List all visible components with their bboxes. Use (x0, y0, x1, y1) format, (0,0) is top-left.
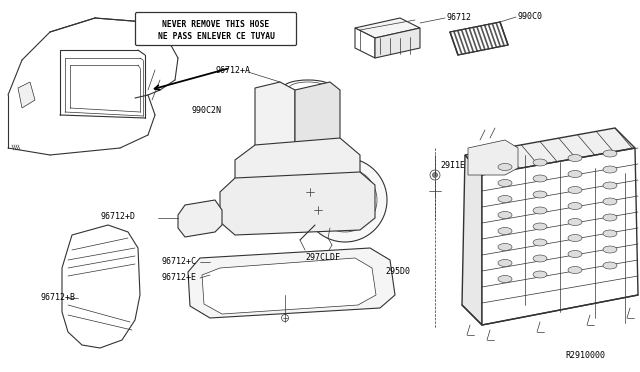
Polygon shape (178, 200, 222, 237)
Ellipse shape (568, 218, 582, 225)
Circle shape (623, 145, 633, 155)
Ellipse shape (603, 166, 617, 173)
Text: 96712: 96712 (447, 13, 472, 22)
Ellipse shape (568, 170, 582, 177)
Ellipse shape (533, 207, 547, 214)
Text: NE PASS ENLEVER CE TUYAU: NE PASS ENLEVER CE TUYAU (157, 32, 275, 41)
Text: 295D0: 295D0 (385, 267, 410, 276)
Circle shape (479, 149, 491, 161)
Ellipse shape (498, 164, 512, 170)
Ellipse shape (498, 180, 512, 186)
Circle shape (282, 314, 289, 321)
Polygon shape (482, 148, 638, 325)
Circle shape (194, 212, 206, 224)
Polygon shape (255, 82, 295, 158)
Ellipse shape (603, 150, 617, 157)
Polygon shape (295, 82, 340, 150)
Polygon shape (62, 225, 140, 348)
Ellipse shape (568, 234, 582, 241)
Circle shape (496, 148, 504, 156)
Ellipse shape (603, 262, 617, 269)
Ellipse shape (533, 175, 547, 182)
Ellipse shape (498, 212, 512, 218)
Circle shape (193, 299, 203, 309)
Ellipse shape (603, 230, 617, 237)
Polygon shape (18, 82, 35, 108)
Circle shape (315, 207, 321, 213)
Text: 96712+C: 96712+C (162, 257, 197, 266)
Ellipse shape (603, 198, 617, 205)
Circle shape (193, 267, 203, 277)
Text: 96712+E: 96712+E (162, 273, 197, 282)
Polygon shape (375, 28, 420, 58)
Circle shape (307, 189, 313, 195)
Text: 990C0: 990C0 (518, 12, 543, 20)
Ellipse shape (533, 271, 547, 278)
Circle shape (313, 168, 377, 232)
Circle shape (377, 257, 387, 267)
Ellipse shape (533, 239, 547, 246)
Text: 29I1E: 29I1E (440, 160, 465, 170)
Ellipse shape (498, 260, 512, 266)
Polygon shape (450, 22, 508, 55)
Polygon shape (355, 28, 375, 58)
Ellipse shape (533, 191, 547, 198)
Polygon shape (202, 258, 376, 314)
Ellipse shape (533, 159, 547, 166)
Ellipse shape (568, 186, 582, 193)
Text: 990C2N: 990C2N (192, 106, 222, 115)
Text: R2910000: R2910000 (565, 350, 605, 359)
Text: 96712+D: 96712+D (100, 212, 135, 221)
Ellipse shape (568, 154, 582, 161)
Circle shape (430, 170, 440, 180)
Polygon shape (468, 140, 518, 175)
Ellipse shape (498, 196, 512, 202)
Circle shape (377, 290, 387, 300)
Text: NEVER REMOVE THIS HOSE: NEVER REMOVE THIS HOSE (163, 19, 269, 29)
Ellipse shape (603, 214, 617, 221)
Circle shape (627, 285, 637, 295)
Circle shape (433, 173, 438, 177)
Ellipse shape (568, 266, 582, 273)
Polygon shape (235, 138, 360, 200)
Polygon shape (220, 172, 375, 235)
Polygon shape (188, 248, 395, 318)
Circle shape (465, 300, 475, 310)
Ellipse shape (603, 182, 617, 189)
Ellipse shape (533, 255, 547, 262)
Circle shape (465, 170, 475, 180)
Circle shape (303, 158, 387, 242)
Ellipse shape (498, 228, 512, 234)
Polygon shape (465, 128, 635, 175)
Text: 96712+B: 96712+B (40, 294, 75, 302)
Circle shape (330, 185, 360, 215)
Polygon shape (355, 18, 420, 38)
Circle shape (190, 208, 210, 228)
Ellipse shape (568, 202, 582, 209)
FancyBboxPatch shape (136, 13, 296, 45)
Text: 96712+A: 96712+A (215, 65, 250, 74)
Ellipse shape (498, 244, 512, 250)
Ellipse shape (498, 276, 512, 282)
Ellipse shape (568, 250, 582, 257)
Polygon shape (462, 155, 482, 325)
Ellipse shape (533, 223, 547, 230)
Text: 297CLDF: 297CLDF (305, 253, 340, 263)
Ellipse shape (603, 246, 617, 253)
Circle shape (326, 252, 334, 260)
